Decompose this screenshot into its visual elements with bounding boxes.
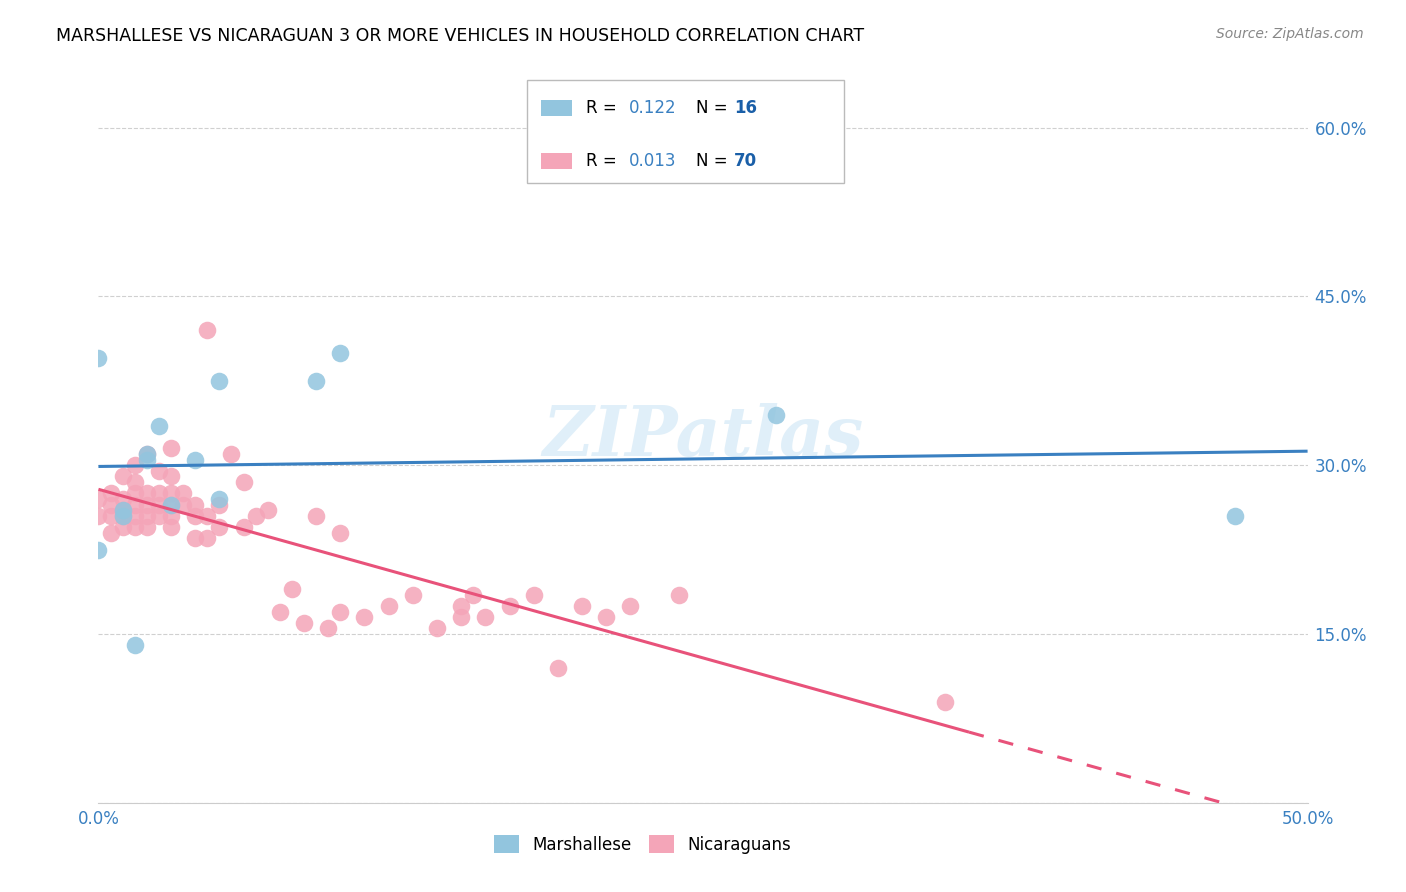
Point xyxy=(100,498,122,512)
Point xyxy=(195,532,218,546)
Text: 0.122: 0.122 xyxy=(628,99,676,117)
Point xyxy=(124,458,146,473)
Point xyxy=(160,486,183,500)
Point xyxy=(463,588,485,602)
Point xyxy=(316,621,339,635)
Point xyxy=(426,621,449,635)
Point xyxy=(160,498,183,512)
Point xyxy=(256,503,278,517)
Point xyxy=(232,520,254,534)
Point xyxy=(208,491,231,506)
Text: R =: R = xyxy=(586,99,623,117)
Point xyxy=(305,508,328,523)
Point xyxy=(402,588,425,602)
Point xyxy=(160,498,183,512)
Text: ZIPatlas: ZIPatlas xyxy=(543,403,863,471)
Text: N =: N = xyxy=(696,153,733,170)
Point xyxy=(232,475,254,489)
Point xyxy=(87,351,110,366)
Point xyxy=(111,508,134,523)
Point xyxy=(148,498,170,512)
Point xyxy=(668,588,690,602)
Point xyxy=(208,520,231,534)
Point xyxy=(934,694,956,708)
Point xyxy=(111,503,134,517)
Point xyxy=(329,605,352,619)
Point xyxy=(281,582,304,596)
Point xyxy=(124,638,146,652)
Point xyxy=(148,418,170,433)
Point xyxy=(124,498,146,512)
Point xyxy=(135,447,157,461)
Point xyxy=(111,520,134,534)
Point xyxy=(111,503,134,517)
Point xyxy=(100,486,122,500)
Point xyxy=(245,508,267,523)
Text: 70: 70 xyxy=(734,153,756,170)
Legend: Marshallese, Nicaraguans: Marshallese, Nicaraguans xyxy=(488,829,797,860)
Point xyxy=(1223,508,1246,523)
Point xyxy=(221,447,243,461)
Text: R =: R = xyxy=(586,153,623,170)
Point xyxy=(184,508,207,523)
Point xyxy=(450,610,472,624)
Point xyxy=(195,508,218,523)
Point xyxy=(450,599,472,613)
Point xyxy=(148,486,170,500)
Point xyxy=(87,491,110,506)
Point xyxy=(305,374,328,388)
Point xyxy=(160,442,183,456)
Point xyxy=(595,610,617,624)
Point xyxy=(124,486,146,500)
Point xyxy=(135,508,157,523)
Point xyxy=(547,661,569,675)
Point xyxy=(329,345,352,359)
Point xyxy=(619,599,641,613)
Point xyxy=(498,599,520,613)
Text: 16: 16 xyxy=(734,99,756,117)
Point xyxy=(124,508,146,523)
Point xyxy=(765,408,787,422)
Point xyxy=(100,508,122,523)
Point xyxy=(184,532,207,546)
Point xyxy=(135,447,157,461)
Point xyxy=(571,599,593,613)
Point xyxy=(353,610,375,624)
Point xyxy=(87,508,110,523)
Point xyxy=(269,605,291,619)
Text: MARSHALLESE VS NICARAGUAN 3 OR MORE VEHICLES IN HOUSEHOLD CORRELATION CHART: MARSHALLESE VS NICARAGUAN 3 OR MORE VEHI… xyxy=(56,27,865,45)
Point xyxy=(111,469,134,483)
Point xyxy=(172,486,194,500)
Point xyxy=(160,520,183,534)
Point xyxy=(377,599,399,613)
Text: Source: ZipAtlas.com: Source: ZipAtlas.com xyxy=(1216,27,1364,41)
Point xyxy=(135,520,157,534)
Point xyxy=(208,498,231,512)
Point xyxy=(100,525,122,540)
Point xyxy=(148,464,170,478)
Text: 0.013: 0.013 xyxy=(628,153,676,170)
Point xyxy=(160,508,183,523)
Point xyxy=(135,486,157,500)
Point xyxy=(148,508,170,523)
Point xyxy=(184,498,207,512)
Point xyxy=(87,542,110,557)
Point xyxy=(523,588,546,602)
Point xyxy=(111,508,134,523)
Point xyxy=(135,452,157,467)
Point xyxy=(184,452,207,467)
Point xyxy=(135,498,157,512)
Point xyxy=(474,610,496,624)
Text: N =: N = xyxy=(696,99,733,117)
Point xyxy=(124,475,146,489)
Point xyxy=(195,323,218,337)
Point xyxy=(111,491,134,506)
Point xyxy=(292,615,315,630)
Point xyxy=(160,469,183,483)
Point xyxy=(329,525,352,540)
Point xyxy=(124,520,146,534)
Point xyxy=(208,374,231,388)
Point xyxy=(172,498,194,512)
